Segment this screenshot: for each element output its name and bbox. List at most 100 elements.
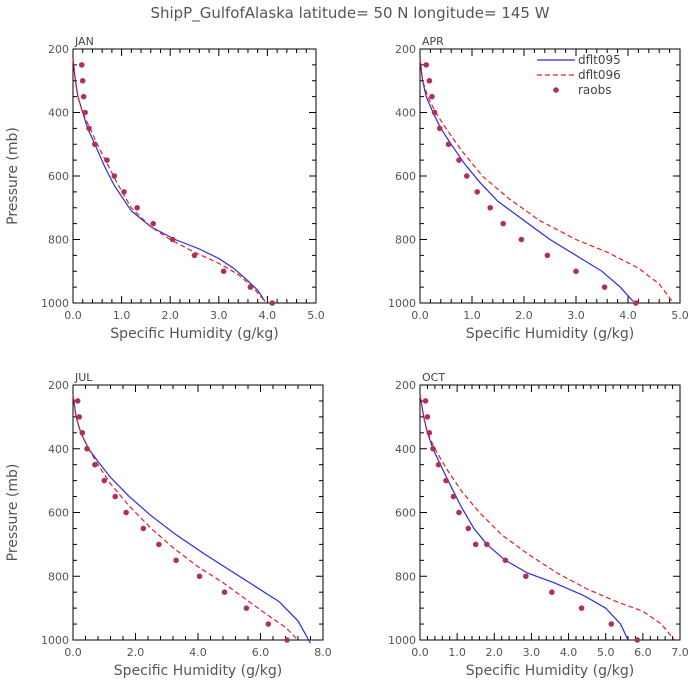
raobs-point [76, 414, 83, 420]
y-tick-label: 200 [48, 43, 69, 56]
y-tick-label: 1000 [41, 297, 69, 310]
raobs-point [269, 300, 276, 306]
y-tick-label: 800 [48, 234, 69, 247]
raobs-point [243, 605, 250, 611]
y-tick-label: 1000 [388, 297, 416, 310]
raobs-point [169, 236, 176, 243]
y-tick-label: 800 [395, 570, 416, 583]
panel-jan: JAN 0.0 1.0 2.0 3.0 4.0 5.0 200 400 600 800 1000 Spe… [5, 35, 325, 342]
panel-label: APR [422, 35, 444, 48]
raobs-point [474, 189, 481, 195]
y-tick-label: 200 [48, 379, 69, 392]
x-axis-label: Specific Humidity (g/kg) [466, 326, 634, 342]
raobs-point [284, 637, 290, 643]
series-line-dflt096 [419, 58, 673, 302]
raobs-point [101, 477, 108, 484]
raobs-point [500, 220, 507, 227]
raobs-point [430, 445, 436, 452]
raobs-point [601, 284, 608, 290]
raobs-point [220, 268, 227, 275]
series-raobs [78, 62, 276, 306]
x-tick-label: 6.0 [252, 646, 270, 659]
x-tick-label: 4.0 [189, 646, 207, 659]
raobs-point [150, 220, 156, 227]
raobs-point [79, 430, 86, 436]
panel-jul: JUL 0.0 2.0 4.0 6.0 8.0 200 400 600 800 1000 Specif… [5, 371, 332, 679]
x-tick-label: 3.0 [210, 309, 228, 322]
y-tick-label: 400 [48, 443, 69, 456]
raobs-point [456, 157, 462, 163]
x-tick-label: 2.0 [127, 646, 145, 659]
raobs-point [92, 141, 98, 148]
raobs-point [104, 157, 110, 163]
y-tick-label: 800 [48, 570, 69, 583]
x-tick-label: 0.0 [64, 309, 82, 322]
raobs-point [435, 461, 442, 468]
series-raobs [423, 62, 639, 306]
x-tick-label: 3.0 [523, 646, 541, 659]
raobs-point [173, 557, 179, 564]
raobs-point [86, 125, 92, 132]
series-line-dflt095 [419, 394, 629, 641]
x-tick-label: 2.0 [486, 646, 504, 659]
plot-frame [419, 48, 681, 304]
x-axis-label: Specific Humidity (g/kg) [466, 663, 634, 679]
raobs-point [247, 284, 254, 290]
raobs-point [74, 398, 81, 404]
raobs-point [445, 141, 452, 148]
panel-label: JAN [74, 35, 94, 48]
x-tick-label: 4.0 [619, 309, 637, 322]
y-tick-label: 400 [48, 107, 69, 120]
y-tick-label: 600 [48, 507, 69, 520]
legend-label-raobs: raobs [578, 83, 612, 97]
plot-frame [72, 384, 324, 641]
raobs-point [464, 173, 470, 179]
raobs-point [92, 461, 98, 468]
raobs-point [79, 77, 86, 84]
raobs-point [608, 621, 615, 627]
x-tick-label: 0.0 [64, 646, 82, 659]
panel-oct: OCT 0.0 1.0 2.0 3.0 4.0 5.0 6.0 7.0 200 400 600 800 1… [388, 371, 689, 679]
x-tick-label: 8.0 [314, 646, 332, 659]
raobs-point [502, 557, 509, 564]
legend-label-dflt096: dflt096 [578, 68, 621, 82]
y-tick-label: 1000 [388, 634, 416, 647]
raobs-point [518, 236, 525, 243]
y-tick-label: 200 [395, 379, 416, 392]
y-tick-label: 1000 [41, 634, 69, 647]
x-tick-label: 5.0 [671, 309, 689, 322]
series-line-dflt095 [72, 394, 312, 644]
raobs-point [140, 525, 147, 532]
y-tick-label: 600 [48, 170, 69, 183]
raobs-point [633, 300, 639, 306]
figure-title: ShipP_GulfofAlaska latitude= 50 N longit… [150, 4, 549, 23]
raobs-point [634, 637, 641, 643]
x-tick-label: 1.0 [463, 309, 481, 322]
raobs-point [484, 541, 490, 548]
y-tick-label: 200 [395, 43, 416, 56]
raobs-point [573, 268, 579, 275]
x-tick-label: 5.0 [597, 646, 615, 659]
x-tick-label: 2.0 [515, 309, 533, 322]
series-raobs [74, 398, 290, 643]
legend-label-dflt095: dflt095 [578, 53, 621, 67]
raobs-point [84, 445, 90, 452]
series-line-dflt095 [419, 58, 634, 302]
x-tick-label: 5.0 [307, 309, 325, 322]
y-tick-label: 400 [395, 443, 416, 456]
raobs-point [221, 589, 228, 595]
raobs-point [422, 398, 429, 404]
x-tick-label: 2.0 [161, 309, 179, 322]
panels: JAN 0.0 1.0 2.0 3.0 4.0 5.0 200 400 600 800 1000 Spe… [5, 35, 689, 679]
x-tick-label: 4.0 [560, 646, 578, 659]
raobs-point [429, 93, 435, 100]
raobs-point [265, 621, 272, 627]
raobs-point [112, 493, 118, 500]
raobs-point [78, 62, 85, 68]
x-tick-label: 1.0 [448, 646, 466, 659]
x-tick-label: 6.0 [634, 646, 652, 659]
raobs-point [544, 252, 551, 259]
panel-apr: APR 0.0 1.0 2.0 3.0 4.0 5.0 200 400 600 800 1000 Spe… [388, 35, 689, 342]
